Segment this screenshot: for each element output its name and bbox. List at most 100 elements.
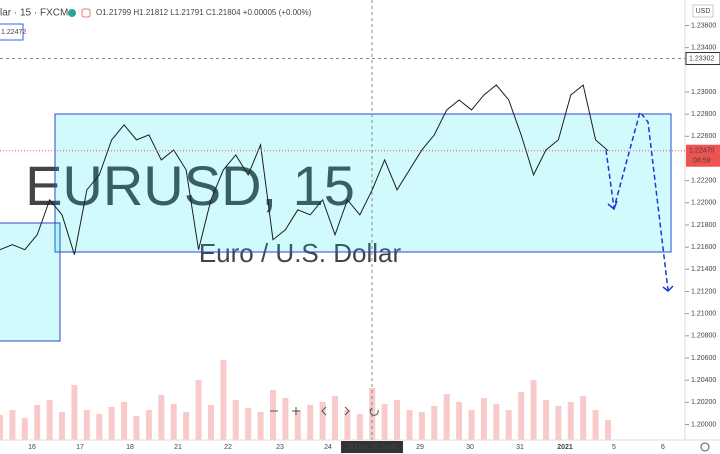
volume-bar [443, 394, 450, 440]
y-tick-label: 1.23600 [691, 22, 716, 29]
volume-bar [580, 396, 587, 440]
volume-bar [0, 415, 3, 440]
volume-bar [605, 420, 611, 440]
x-tick-label: 23 [276, 444, 284, 451]
volume-bar [518, 392, 525, 440]
y-tick-label: 1.20600 [691, 355, 716, 362]
currency-box [692, 4, 714, 18]
left-price-box [0, 23, 24, 41]
countdown: 08:59 [693, 158, 711, 165]
volume-bar [294, 410, 301, 440]
y-tick-label: 1.22600 [691, 133, 716, 140]
y-tick-label: 1.20200 [691, 399, 716, 406]
y-tick-label: 1.21400 [691, 266, 716, 273]
volume-bar [232, 400, 239, 440]
last-price: 1.22470 [689, 148, 714, 155]
range-box [54, 113, 672, 253]
x-tick-label: 31 [516, 444, 524, 451]
volume-bar [468, 410, 475, 440]
x-tick-label: 21 [174, 444, 182, 451]
volume-bar [121, 402, 128, 440]
settings[interactable] [700, 442, 710, 452]
volume-bar [207, 405, 214, 440]
volume-bar [195, 380, 202, 440]
ohlc: O1.21799 H1.21812 L1.21791 C1.21804 +0.0… [96, 8, 312, 17]
y-tick-label: 1.22200 [691, 177, 716, 184]
x-tick-label: 22 [224, 444, 232, 451]
volume-bar [96, 414, 103, 440]
toolbar[interactable] [270, 406, 379, 416]
last-price-box [686, 144, 720, 167]
volume-bar [493, 404, 500, 440]
volume-bar [480, 398, 487, 440]
volume-bar [542, 400, 549, 440]
left-price: 1.22472 [1, 29, 26, 36]
x-tick-label: 24 [324, 444, 332, 451]
volume-bar [245, 408, 252, 440]
y-tick-label: 1.20000 [691, 421, 716, 428]
volume-bar [220, 360, 227, 440]
volume-bar [34, 405, 41, 440]
scroll-right[interactable] [344, 406, 350, 416]
x-tick-label: 18 [126, 444, 134, 451]
x-tick-label: 17 [76, 444, 84, 451]
crosshair-time-box [341, 441, 403, 453]
volume-bar [46, 400, 53, 440]
x-tick-label: 2021 [557, 444, 573, 451]
status-dot [68, 9, 76, 17]
volume-bar [133, 416, 140, 440]
volume-bar [108, 407, 115, 440]
currency: USD [696, 8, 711, 15]
x-tick-label: 6 [661, 444, 665, 451]
range-box-left [0, 222, 61, 342]
volume-bar [332, 396, 339, 440]
crosshair-price-box [685, 52, 720, 66]
y-tick-label: 1.21600 [691, 244, 716, 251]
volume-bar [381, 404, 388, 440]
volume-bar [592, 410, 599, 440]
scroll-left[interactable] [321, 406, 327, 416]
y-tick-label: 1.21000 [691, 310, 716, 317]
settings-icon[interactable] [700, 442, 710, 452]
volume-bar [344, 410, 351, 440]
x-tick-label: 24 Dec '20 20:45 [346, 444, 399, 451]
zoom-in[interactable] [292, 407, 300, 415]
watermark-ticker: EURUSD, 15 [25, 154, 355, 217]
volume-bar [530, 380, 537, 440]
status-icon [81, 8, 91, 18]
volume-bar [555, 406, 562, 440]
volume-bar [307, 405, 314, 440]
volume-bar [418, 412, 425, 440]
y-tick-label: 1.21800 [691, 222, 716, 229]
volume-bar [183, 412, 190, 440]
volume-bar [21, 418, 28, 440]
reset[interactable] [369, 407, 379, 416]
y-tick-label: 1.22000 [691, 200, 716, 207]
volume-bar [356, 414, 363, 440]
volume-bar [257, 412, 264, 440]
volume-bar [9, 410, 16, 440]
volume-bar [59, 412, 66, 440]
x-tick-label: 5 [612, 444, 616, 451]
y-tick-label: 1.21200 [691, 288, 716, 295]
x-tick-label: 30 [466, 444, 474, 451]
volume-bar [282, 398, 289, 440]
symbol: lar · 15 · FXCM [0, 8, 68, 19]
volume-bar [319, 402, 326, 440]
y-tick-label: 1.22800 [691, 111, 716, 118]
volume-bar [83, 410, 90, 440]
projection-arrows [607, 200, 674, 293]
volume-bar [406, 410, 413, 440]
volume-bar [431, 406, 438, 440]
x-tick-label: 29 [416, 444, 424, 451]
crosshair-price: 1.23302 [689, 55, 714, 62]
price-line [0, 84, 609, 255]
volume-bar [269, 390, 276, 440]
volume-bar [505, 410, 512, 440]
volume-bar [567, 402, 574, 440]
volume-bar [158, 395, 165, 440]
y-tick-label: 1.23400 [691, 45, 716, 52]
y-tick-label: 1.20400 [691, 377, 716, 384]
